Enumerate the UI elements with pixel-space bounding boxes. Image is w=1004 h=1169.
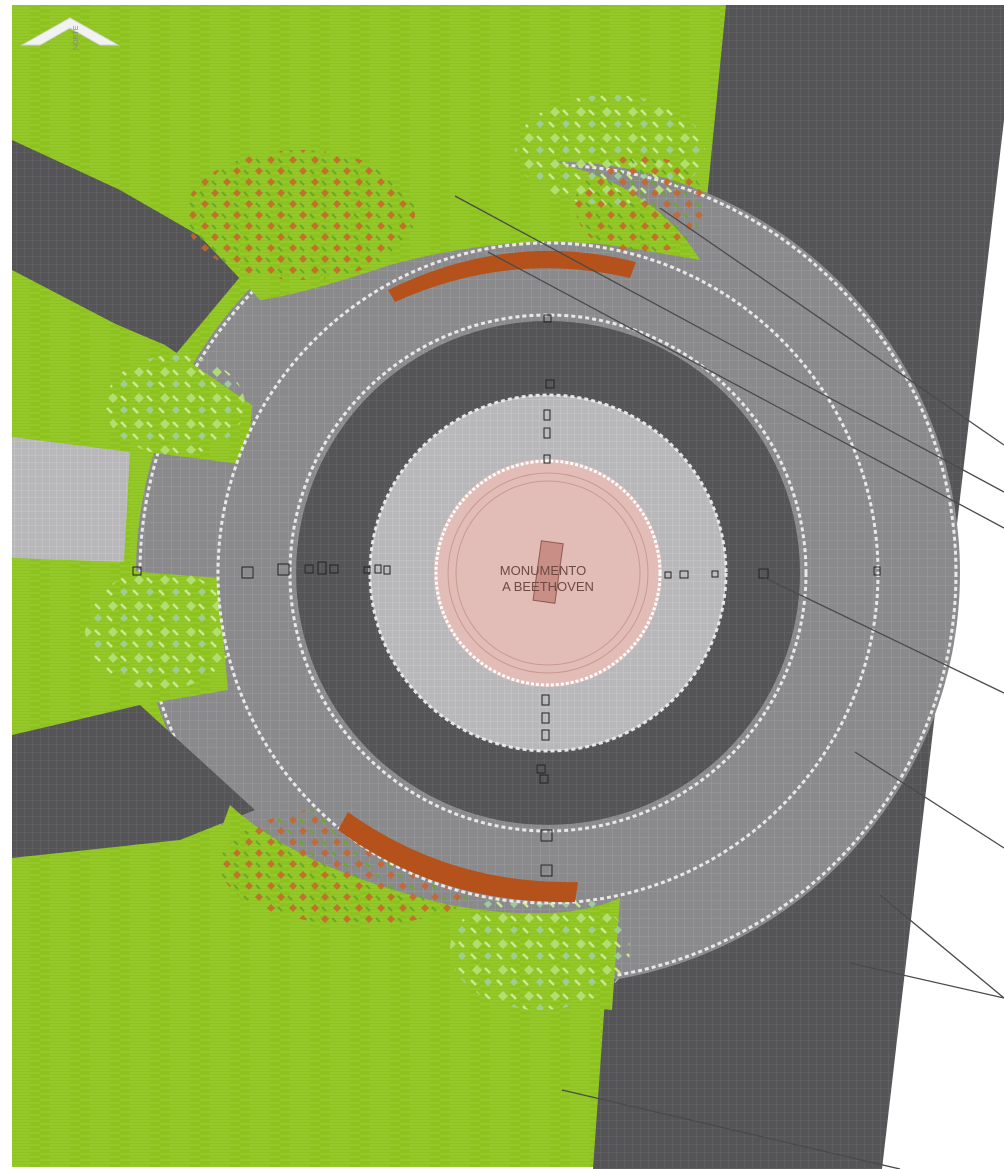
monument-base-border — [434, 459, 662, 687]
north-arrow-icon — [20, 17, 120, 46]
bollard-marker — [540, 864, 553, 877]
bollard-marker — [543, 427, 551, 439]
bollard-marker — [545, 379, 555, 389]
path-northwest — [12, 140, 250, 355]
bollard-marker — [711, 570, 719, 578]
leader-line — [561, 1089, 901, 1169]
path-west-light — [12, 437, 130, 562]
bollard-marker — [541, 712, 550, 724]
bollard-marker — [241, 566, 254, 579]
monument-plinth — [532, 540, 564, 604]
bollard-marker — [304, 564, 314, 574]
leader-lines — [454, 195, 1004, 1169]
shrub-bed-west-light — [105, 355, 245, 455]
shrub-bed-south-light — [450, 890, 630, 1010]
leader-line — [454, 195, 1004, 493]
leader-line — [487, 251, 1004, 529]
bollard-marker — [383, 565, 391, 575]
path-southwest — [12, 705, 255, 858]
shrub-bed-southwest-light — [85, 570, 235, 690]
bollard-marker — [873, 566, 881, 576]
monument-base-ring-1 — [447, 472, 649, 674]
leader-line — [659, 207, 1004, 446]
shrub-bed-northeast-red — [575, 155, 705, 255]
bollard-marker — [363, 566, 371, 574]
bollard-marker — [374, 564, 382, 574]
plaza-inner-border — [288, 313, 808, 833]
bollard-marker — [541, 729, 550, 741]
bollard-marker — [317, 561, 327, 575]
bollard-marker — [543, 409, 551, 421]
bollard-marker — [543, 314, 552, 323]
bench-south — [338, 812, 578, 903]
bollard-marker — [541, 694, 550, 706]
bollard-marker — [543, 454, 551, 464]
north-arrow: NORTE — [20, 17, 120, 50]
bollard-marker — [664, 571, 672, 579]
plaza-mid-ring-border — [216, 241, 880, 905]
bollard-marker — [277, 563, 290, 576]
light-inner-ring-border — [368, 393, 728, 753]
monument-label-line1: MONUMENTO — [500, 563, 586, 578]
bollard-marker — [329, 564, 339, 574]
monument-label-line2: A BEETHOVEN — [502, 579, 594, 594]
leader-line — [764, 577, 1004, 694]
monument-base-ring-2 — [455, 480, 641, 666]
leader-line — [879, 894, 1004, 999]
bollard-marker — [679, 570, 689, 579]
leader-line — [849, 962, 1004, 999]
leader-line — [854, 751, 1004, 849]
bench-north — [388, 250, 636, 302]
bollard-marker — [132, 566, 142, 576]
bollard-markers — [132, 314, 881, 877]
shrub-bed-north-red — [185, 150, 415, 280]
bollard-marker — [758, 568, 769, 579]
bollard-marker — [536, 764, 546, 774]
north-label: NORTE — [73, 25, 80, 50]
bollard-marker — [540, 829, 553, 842]
bollard-marker — [539, 774, 549, 784]
